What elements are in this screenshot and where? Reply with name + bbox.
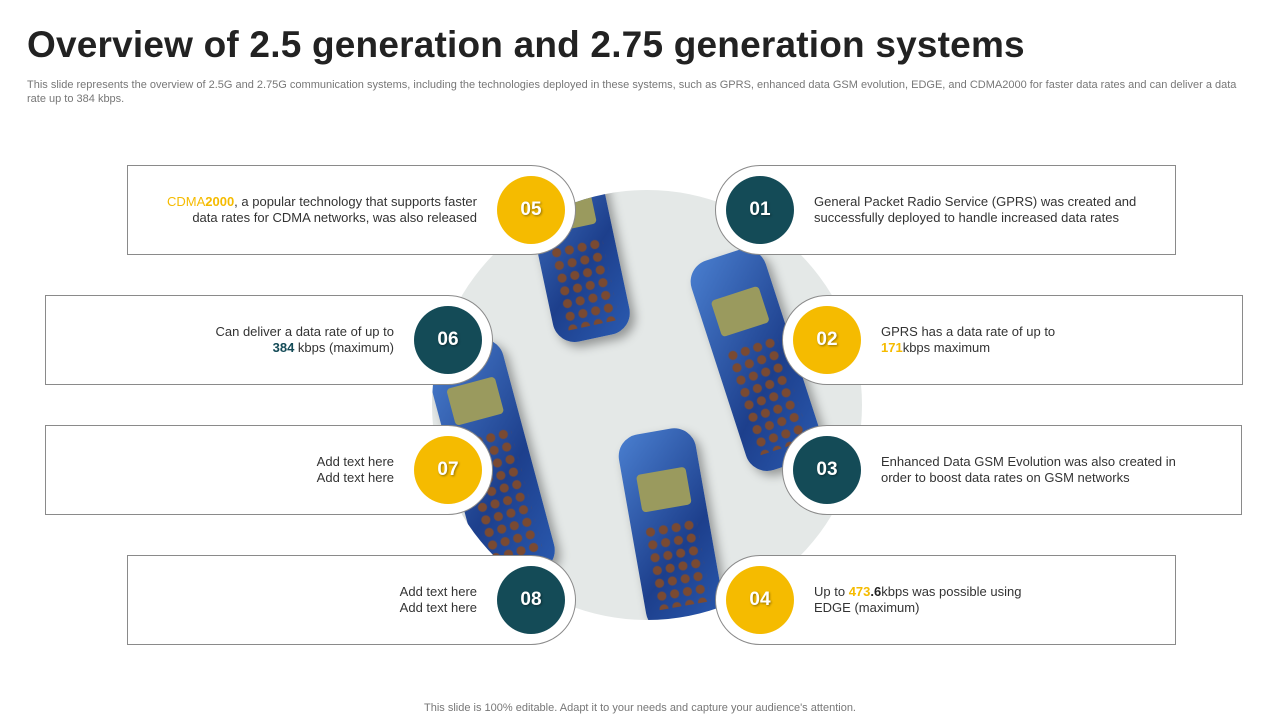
card-text-line: Add text here (400, 584, 477, 601)
card-text-line: Add text here (400, 600, 477, 617)
card-text-line: GPRS has a data rate of up to (881, 324, 1055, 341)
phones-image (432, 190, 862, 620)
step-number-badge: 06 (414, 306, 482, 374)
step-number-badge: 02 (793, 306, 861, 374)
step-number-badge: 07 (414, 436, 482, 504)
highlighted-value: 2000 (205, 193, 235, 209)
info-card-06: 06 Can deliver a data rate of up to 384 kb… (45, 295, 493, 385)
step-number-badge: 04 (726, 566, 794, 634)
info-card-08: 08 Add text here Add text here (127, 555, 576, 645)
card-text: CDMA2000, a popular technology that supp… (167, 166, 477, 254)
text-segment: Add text here (316, 470, 394, 485)
step-number-badge: 05 (497, 176, 565, 244)
card-text-line: order to boost data rates on GSM network… (881, 470, 1176, 487)
card-text: Add text here Add text here (400, 556, 477, 644)
highlighted-value: 473 (848, 583, 871, 599)
highlighted-value: 384 (272, 340, 295, 355)
card-text-line: Add text here (317, 470, 394, 487)
card-text-line: EDGE (maximum) (814, 600, 1021, 617)
text-segment: kbps (maximum) (294, 340, 394, 355)
text-segment: Enhanced Data GSM Evolution was also cre… (881, 453, 1176, 469)
card-text-line: data rates for CDMA networks, was also r… (167, 210, 477, 227)
text-segment: Up to (814, 583, 849, 599)
highlighted-value: .6 (870, 583, 882, 599)
step-number-badge: 08 (497, 566, 565, 634)
card-text: Enhanced Data GSM Evolution was also cre… (881, 426, 1176, 514)
card-text-line: CDMA2000, a popular technology that supp… (167, 194, 477, 211)
text-segment: order to boost data rates on GSM network… (881, 470, 1130, 485)
phone-image (615, 424, 727, 620)
card-text: Up to 473.6kbps was possible using EDGE (… (814, 556, 1021, 644)
page-title: Overview of 2.5 generation and 2.75 gene… (27, 24, 1025, 65)
text-segment: Add text here (316, 453, 394, 469)
highlighted-value: CDMA (166, 193, 206, 209)
text-segment: successfully deployed to handle increase… (814, 210, 1119, 225)
card-text: GPRS has a data rate of up to 171kbps max… (881, 296, 1055, 384)
card-text-line: 171kbps maximum (881, 340, 1055, 357)
slide-description: This slide represents the overview of 2.… (27, 79, 1237, 105)
info-card-03: 03 Enhanced Data GSM Evolution was also c… (782, 425, 1242, 515)
text-segment: GPRS has a data rate of up to (881, 323, 1056, 339)
footer-note: This slide is 100% editable. Adapt it to… (424, 702, 856, 714)
card-text-line: Enhanced Data GSM Evolution was also cre… (881, 454, 1176, 471)
card-text: Add text here Add text here (317, 426, 394, 514)
text-segment: Add text here (399, 600, 477, 615)
text-segment: Can deliver a data rate of up to (215, 323, 394, 339)
info-card-05: 05 CDMA2000, a popular technology that su… (127, 165, 576, 255)
card-text-line: Up to 473.6kbps was possible using (814, 584, 1021, 601)
card-text-line: 384 kbps (maximum) (215, 340, 394, 357)
text-segment: kbps maximum (902, 340, 991, 355)
step-number-badge: 01 (726, 176, 794, 244)
card-text: General Packet Radio Service (GPRS) was … (814, 166, 1136, 254)
text-segment: General Packet Radio Service (GPRS) was … (814, 193, 1137, 209)
card-text-line: successfully deployed to handle increase… (814, 210, 1136, 227)
text-segment: kbps was possible using (881, 583, 1022, 599)
card-text-line: Add text here (317, 454, 394, 471)
card-text-line: General Packet Radio Service (GPRS) was … (814, 194, 1136, 211)
card-text: Can deliver a data rate of up to 384 kbps… (215, 296, 394, 384)
card-text-line: Can deliver a data rate of up to (215, 324, 394, 341)
info-card-01: 01 General Packet Radio Service (GPRS) wa… (715, 165, 1176, 255)
text-segment: , a popular technology that supports fas… (234, 193, 477, 209)
info-card-07: 07 Add text here Add text here (45, 425, 493, 515)
info-card-04: 04 Up to 473.6kbps was possible using EDGE… (715, 555, 1176, 645)
text-segment: EDGE (maximum) (814, 600, 920, 615)
highlighted-value: 171 (881, 340, 903, 355)
text-segment: data rates for CDMA networks, was also r… (192, 210, 477, 225)
text-segment: Add text here (399, 583, 477, 599)
info-card-02: 02 GPRS has a data rate of up to 171kbps m… (782, 295, 1243, 385)
step-number-badge: 03 (793, 436, 861, 504)
